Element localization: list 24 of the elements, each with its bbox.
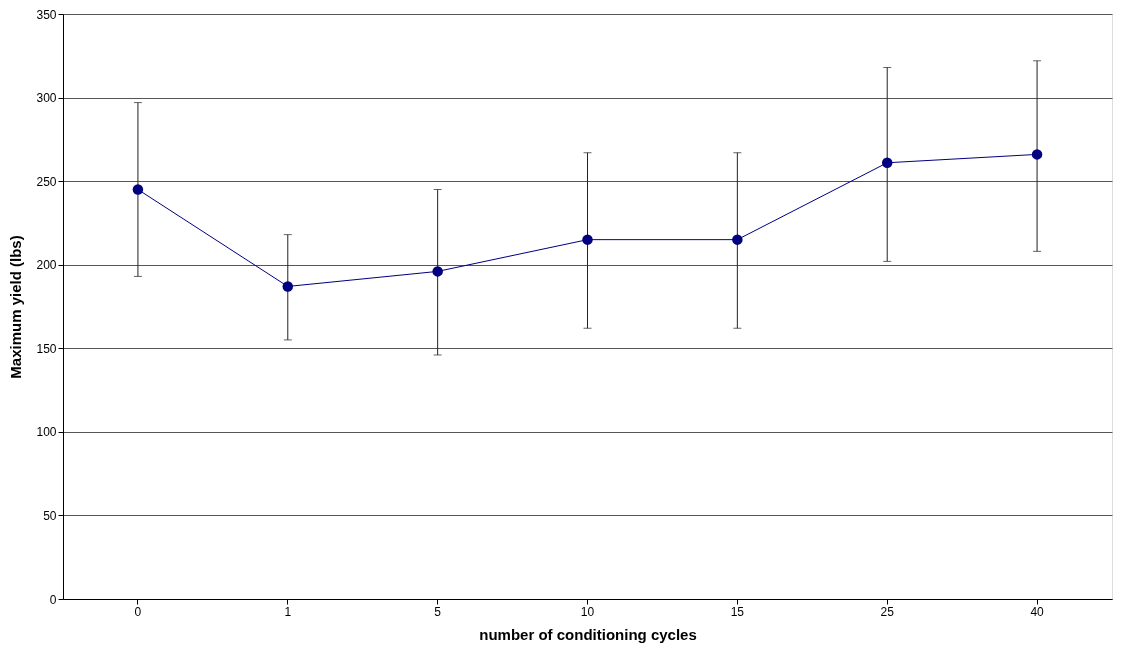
x-axis-title: number of conditioning cycles xyxy=(479,625,697,643)
x-tick-label: 0 xyxy=(134,604,142,619)
x-tick-label: 40 xyxy=(1030,604,1045,619)
y-axis-title: Maximum yield (lbs) xyxy=(7,235,25,379)
point xyxy=(432,266,443,277)
y-tick-label: 350 xyxy=(36,7,57,22)
point xyxy=(582,234,593,245)
y-tick-label: 50 xyxy=(43,508,57,523)
y-tick-label: 150 xyxy=(36,341,57,356)
y-tick-label: 200 xyxy=(36,258,57,273)
y-tick-label: 250 xyxy=(36,174,57,189)
y-tick-label: 100 xyxy=(36,425,57,440)
point xyxy=(1031,149,1043,160)
point xyxy=(132,184,144,195)
y-tick-label: 300 xyxy=(36,91,57,106)
x-tick-label: 15 xyxy=(730,604,745,619)
y-tick-label: 0 xyxy=(49,592,57,607)
point xyxy=(282,281,294,292)
point xyxy=(881,157,893,168)
point xyxy=(732,234,743,245)
x-tick-label: 5 xyxy=(434,604,442,619)
x-tick-label: 1 xyxy=(284,604,292,619)
x-tick-label: 25 xyxy=(880,604,895,619)
x-tick-label: 10 xyxy=(580,604,595,619)
